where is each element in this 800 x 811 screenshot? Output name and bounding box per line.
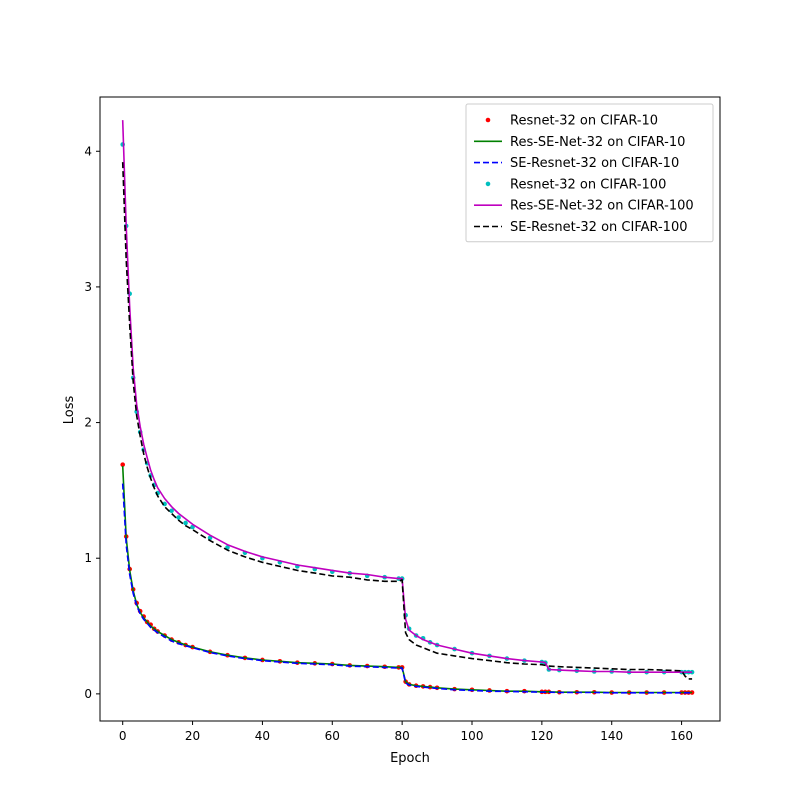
x-tick-label: 40 [255,729,270,743]
legend-item: Res-SE-Net-32 on CIFAR-10 [474,135,685,150]
data-point [162,501,167,507]
data-point [169,508,174,514]
legend-item: Res-SE-Net-32 on CIFAR-100 [474,199,694,214]
x-tick-label: 120 [530,729,553,743]
x-axis-label: Epoch [390,751,430,766]
x-tick-label: 160 [670,729,693,743]
y-tick-label: 1 [84,551,92,565]
y-tick-label: 0 [84,687,92,701]
data-point [225,545,230,550]
x-tick-label: 140 [600,729,623,743]
legend-label: Res-SE-Net-32 on CIFAR-100 [510,199,694,214]
legend-label: Res-SE-Net-32 on CIFAR-10 [510,135,685,150]
x-tick-label: 80 [395,729,410,743]
y-tick-label: 3 [84,280,92,294]
legend-item: Resnet-32 on CIFAR-100 [485,177,666,192]
legend-label: SE-Resnet-32 on CIFAR-100 [510,220,688,235]
series-1 [120,462,695,695]
series-layer [120,120,695,695]
x-tick-label: 100 [461,729,484,743]
series-line [121,120,693,674]
legend-item: Resnet-32 on CIFAR-10 [485,114,658,129]
ticks: 0 20 40 60 80 100 120 140 160 0 1 2 3 4 [84,144,693,743]
x-tick-label: 60 [325,729,340,743]
series-3 [121,483,693,694]
legend-box [465,103,714,243]
series-6 [121,162,693,680]
data-point [120,462,126,467]
legend: Resnet-32 on CIFAR-10 Res-SE-Net-32 on CI… [465,103,714,243]
legend-label: Resnet-32 on CIFAR-100 [510,177,666,192]
legend-marker [485,181,491,187]
legend-label: Resnet-32 on CIFAR-10 [510,114,658,129]
legend-item: SE-Resnet-32 on CIFAR-100 [474,220,688,235]
data-point [183,520,188,526]
series-line [121,483,693,694]
series-2 [121,465,693,694]
y-tick-label: 4 [84,144,92,158]
legend-label: SE-Resnet-32 on CIFAR-10 [510,156,679,171]
plot-frame [99,96,721,722]
y-tick-label: 2 [84,416,92,430]
series-line [121,162,693,680]
data-point [176,515,181,520]
series-5 [121,120,693,674]
legend-item: SE-Resnet-32 on CIFAR-10 [474,156,679,171]
series-line [121,465,693,694]
x-tick-label: 0 [119,729,127,743]
legend-marker [485,117,491,123]
x-tick-label: 20 [185,729,200,743]
y-axis-label: Loss [62,396,77,425]
